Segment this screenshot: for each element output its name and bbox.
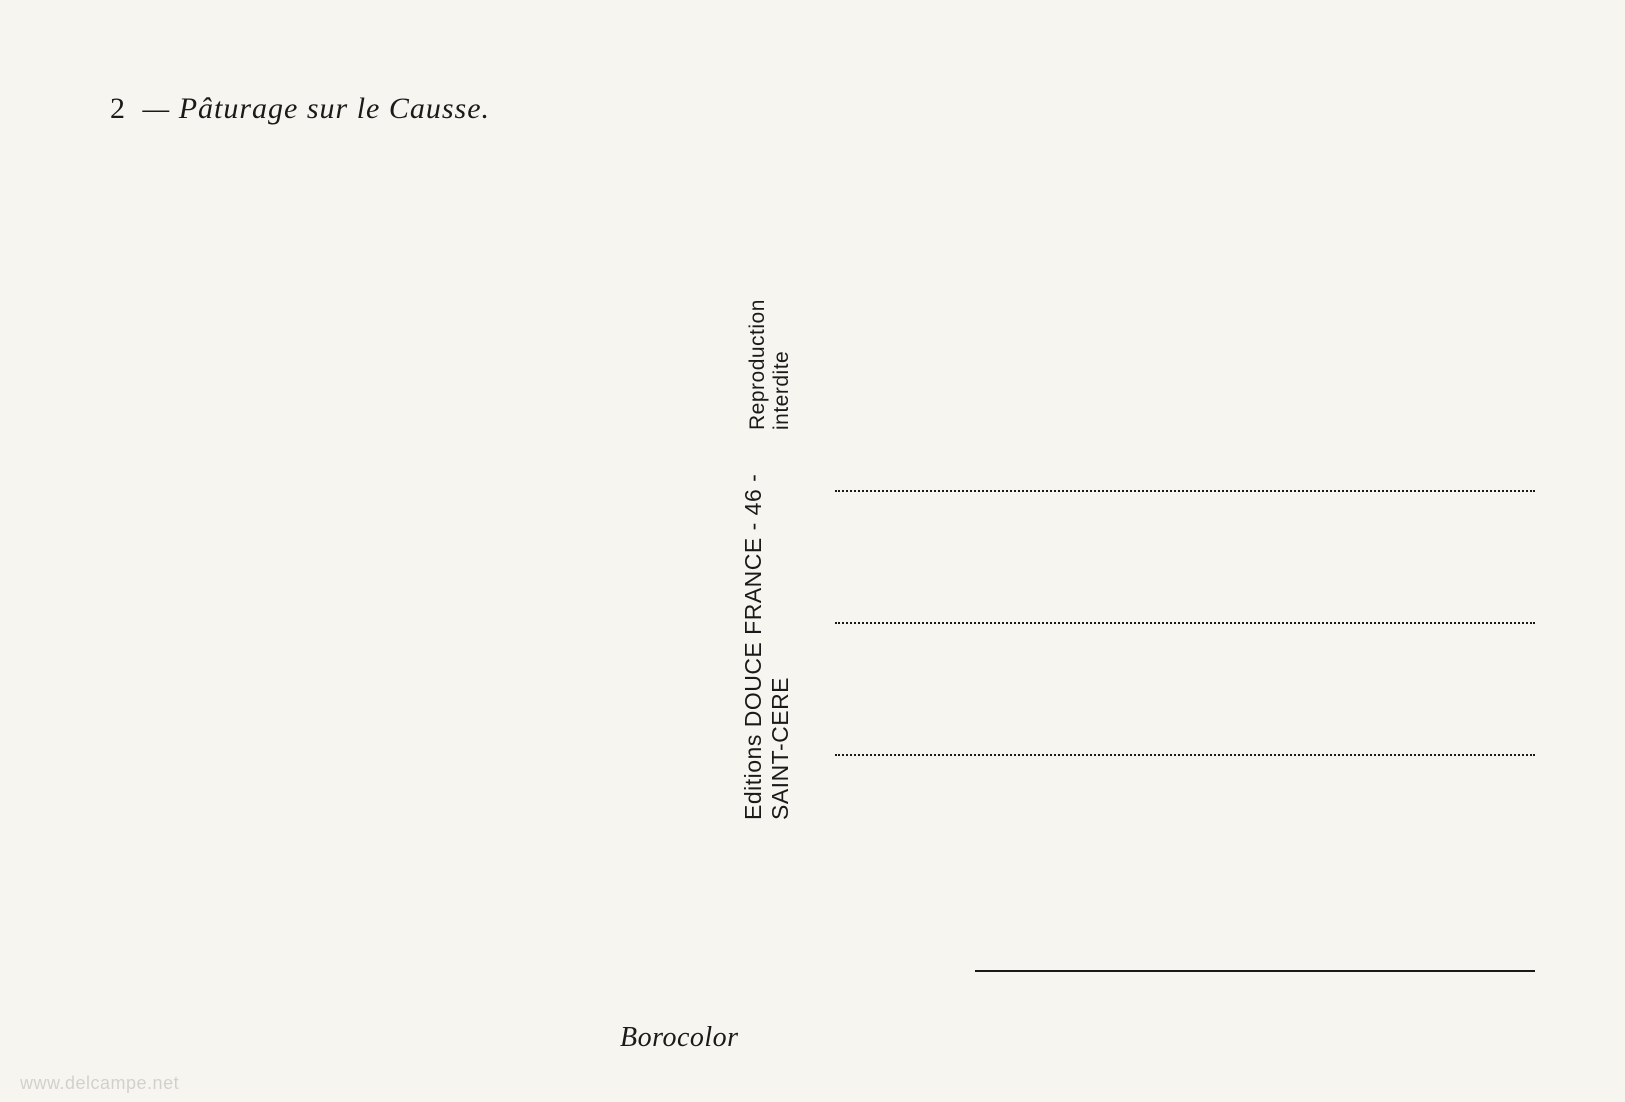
caption-number: 2	[110, 92, 126, 125]
underline-separator	[975, 970, 1535, 972]
publisher-line1: Editions DOUCE FRANCE - 46 - SAINT-CERE	[740, 430, 794, 820]
watermark: www.delcampe.net	[20, 1073, 179, 1094]
publisher-block: Editions DOUCE FRANCE - 46 - SAINT-CERE …	[740, 260, 794, 820]
address-line	[835, 754, 1535, 756]
postcard-caption: 2 — Pâturage sur le Causse.	[110, 92, 490, 126]
address-line	[835, 490, 1535, 492]
publisher-line2: Reproduction interdite	[746, 260, 794, 430]
address-line	[835, 622, 1535, 624]
footer-brand: Borocolor	[620, 1022, 739, 1054]
address-area	[835, 490, 1535, 886]
caption-title: Pâturage sur le Causse.	[179, 92, 490, 125]
caption-separator: —	[134, 92, 179, 125]
